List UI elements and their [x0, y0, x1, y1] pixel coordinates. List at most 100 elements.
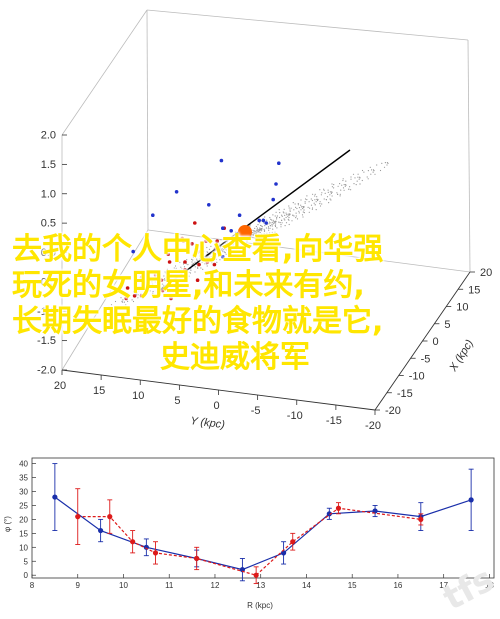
- mesh-dot: [314, 193, 316, 195]
- mesh-dot: [257, 230, 259, 232]
- mesh-dot: [304, 201, 306, 203]
- mesh-dot: [357, 173, 359, 175]
- mesh-dot: [181, 268, 183, 270]
- mesh-dot: [387, 162, 389, 164]
- mesh-dot: [276, 227, 278, 229]
- mesh-dot: [258, 231, 260, 233]
- mesh-dot: [288, 223, 290, 226]
- scatter-point: [197, 262, 201, 267]
- mesh-dot: [155, 287, 157, 289]
- mesh-dot: [263, 228, 265, 230]
- mesh-dot: [300, 209, 302, 211]
- mesh-dot: [297, 203, 299, 205]
- data-point: [326, 511, 332, 517]
- mesh-dot: [269, 232, 271, 234]
- mesh-dot: [268, 223, 270, 225]
- mesh-dot: [307, 206, 309, 208]
- y-tick-label: 35: [19, 474, 28, 483]
- mesh-dot: [281, 222, 283, 224]
- mesh-dot: [225, 249, 228, 251]
- data-point: [239, 567, 246, 573]
- mesh-dot: [191, 261, 193, 263]
- galaxy-3d-scatter-chart: 2.01.51.00.50.0-0.5-1.0-1.5-2.0 20 15 10 5 0…: [37, 9, 492, 432]
- mesh-dot: [367, 178, 369, 180]
- mesh-dot: [192, 262, 194, 265]
- x-tick-label: 13: [256, 581, 265, 590]
- mesh-dot: [206, 251, 208, 253]
- mesh-dot: [310, 198, 312, 200]
- mesh-dot: [152, 290, 154, 293]
- scatter-point: [264, 221, 269, 225]
- mesh-dot: [257, 224, 259, 226]
- mesh-dot: [269, 227, 271, 229]
- mesh-dot: [315, 209, 317, 211]
- mesh-dot: [276, 215, 278, 217]
- scatter-point: [254, 242, 259, 246]
- mesh-dot: [279, 212, 281, 214]
- mesh-dot: [384, 162, 386, 164]
- mesh-dot: [381, 162, 383, 164]
- mesh-dot: [192, 259, 194, 261]
- mesh-dot: [236, 236, 238, 239]
- z-tick-label: 1.0: [41, 188, 56, 200]
- mesh-dot: [177, 270, 180, 273]
- x-tick-label: -20: [385, 405, 401, 417]
- mesh-dot: [192, 254, 194, 256]
- mesh-dot: [197, 252, 200, 254]
- scatter-point: [221, 226, 225, 230]
- mesh-dot: [289, 209, 291, 211]
- mesh-dot: [137, 297, 139, 299]
- y-tick-label: 15: [19, 529, 28, 538]
- mesh-dot: [327, 189, 329, 191]
- mesh-dot: [352, 173, 355, 175]
- mesh-dot: [302, 206, 304, 208]
- mesh-dot: [146, 282, 148, 284]
- mesh-dot: [288, 216, 290, 219]
- mesh-dot: [185, 263, 187, 265]
- mesh-dot: [276, 218, 278, 220]
- mesh-dot: [230, 245, 232, 247]
- mesh-dot: [261, 230, 263, 232]
- mesh-dot: [269, 225, 271, 227]
- scatter-point: [146, 283, 151, 288]
- mesh-dot: [245, 244, 247, 246]
- y-tick-label: -15: [326, 415, 342, 427]
- mesh-dot: [266, 232, 268, 234]
- mesh-dot: [371, 169, 373, 171]
- mesh-dot: [304, 198, 307, 200]
- mesh-dot: [251, 232, 254, 234]
- mesh-dot: [210, 256, 212, 258]
- mesh-dot: [280, 224, 282, 226]
- mesh-dot: [345, 184, 347, 186]
- mesh-dot: [296, 218, 299, 220]
- mesh-dot: [133, 290, 135, 293]
- mesh-dot: [303, 212, 305, 214]
- mesh-dot: [324, 192, 326, 194]
- mesh-dot: [284, 225, 286, 227]
- mesh-dot: [251, 236, 253, 238]
- mesh-dot: [256, 229, 259, 231]
- mesh-dot: [293, 209, 295, 211]
- mesh-dot: [222, 251, 224, 253]
- mesh-dot: [235, 238, 237, 241]
- mesh-dot: [319, 205, 322, 207]
- mesh-dot: [191, 258, 193, 260]
- scatter-point: [271, 197, 276, 202]
- mesh-dot: [258, 230, 260, 232]
- mesh-dot: [274, 225, 277, 228]
- mesh-dot: [257, 229, 260, 231]
- x-tick-label: 14: [302, 581, 311, 590]
- scatter-point: [237, 239, 242, 243]
- scatter-point: [167, 288, 172, 293]
- x-tick-label: 11: [165, 581, 174, 590]
- mesh-dot: [329, 194, 331, 196]
- mesh-dot: [174, 276, 176, 278]
- mesh-dot: [258, 233, 260, 236]
- mesh-dot: [261, 226, 263, 228]
- mesh-dot: [329, 191, 331, 193]
- x-tick-label: 0: [433, 336, 439, 348]
- mesh-dot: [320, 194, 322, 196]
- mesh-dot: [123, 301, 125, 303]
- mesh-dot: [310, 204, 313, 206]
- mesh-dot: [108, 306, 110, 308]
